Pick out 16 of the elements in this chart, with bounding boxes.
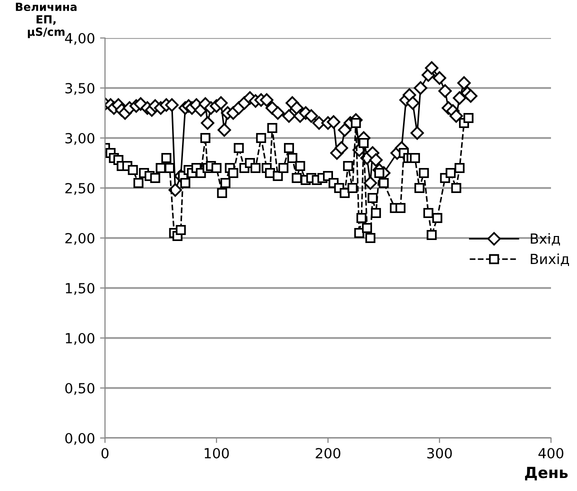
y-tick-label: 1,50 — [66, 282, 94, 295]
y-tick-label: 2,50 — [65, 182, 94, 195]
y-tick-label: 3,50 — [65, 82, 94, 95]
y-tick-label: 1,00 — [66, 332, 94, 345]
x-axis-title: День — [525, 466, 568, 480]
y-tick-label: 3,00 — [65, 132, 94, 145]
y-tick-label: 0,50 — [65, 382, 94, 395]
legend-label: Вхід — [530, 233, 560, 246]
x-tick-label: 300 — [427, 448, 452, 458]
y-tick-label: 2,00 — [65, 232, 94, 245]
x-tick-label: 0 — [101, 448, 108, 458]
x-tick-label: 400 — [538, 448, 564, 458]
legend-label: Вихід — [530, 253, 569, 266]
x-tick-label: 200 — [316, 448, 340, 458]
y-tick-label: 0,00 — [65, 432, 94, 445]
x-tick-label: 100 — [204, 448, 229, 458]
